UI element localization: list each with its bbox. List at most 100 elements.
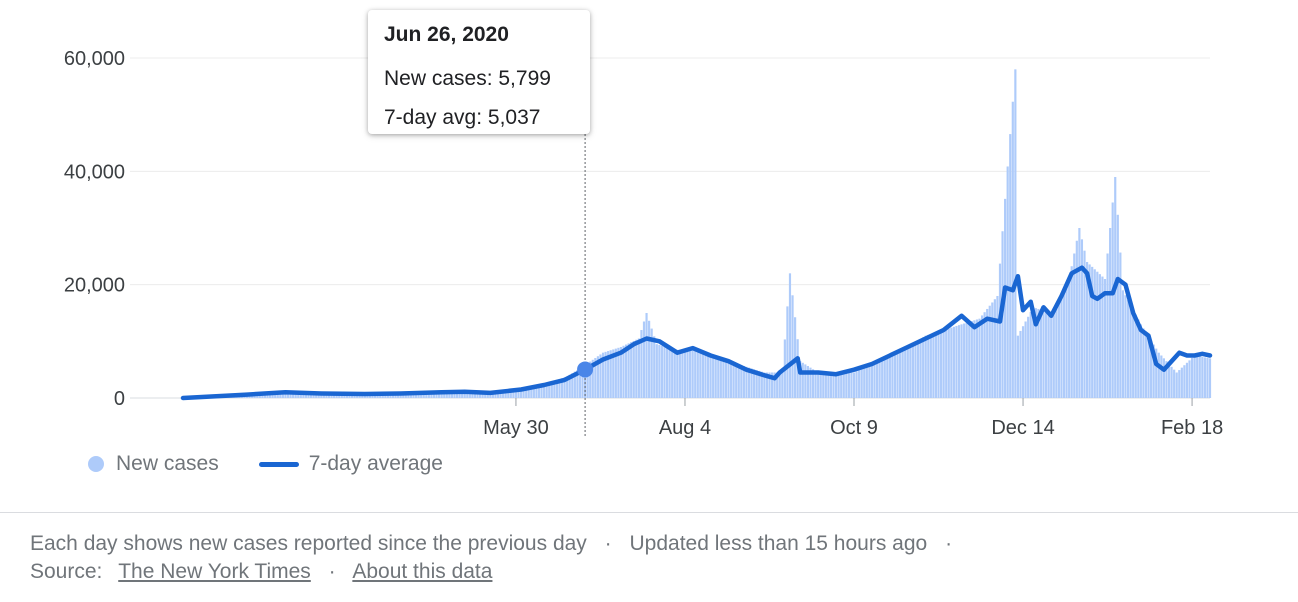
new-cases-bar [681,349,684,398]
new-cases-bar [1042,310,1045,398]
new-cases-bar [901,349,904,398]
new-cases-bar [596,356,599,398]
new-cases-bar [312,393,315,398]
new-cases-bar [289,393,292,398]
new-cases-bar [929,334,932,398]
new-cases-bar [847,372,850,398]
new-cases-bar [755,370,758,398]
new-cases-bar [1129,304,1132,398]
new-cases-bar [842,372,845,398]
new-cases-bar [1052,308,1055,398]
new-cases-bar [1088,264,1091,398]
new-cases-bar [870,364,874,398]
new-cases-bar [663,346,666,398]
new-cases-bar [1032,307,1035,398]
new-cases-bar [581,366,584,398]
new-cases-bar [642,321,646,398]
new-cases-bar [717,357,720,398]
new-cases-bar [934,332,938,398]
new-cases-bar [1155,348,1158,398]
new-cases-bar [993,299,996,398]
cases-chart[interactable]: 0 20,000 40,000 60,000 May 30 Aug 4 Oct 9 Dec … [0,0,1298,500]
new-cases-bar [788,273,792,398]
new-cases-bar [612,349,615,398]
new-cases-bar [307,393,310,398]
new-cases-bar [1085,262,1089,398]
footer-source-label: Source: [30,560,103,583]
new-cases-bar [1045,311,1048,398]
new-cases-bar [591,359,594,398]
new-cases-bar [1198,356,1201,398]
new-cases-bar [268,394,272,398]
new-cases-bar [799,361,802,398]
x-axis-ticks: May 30 Aug 4 Oct 9 Dec 14 Feb 18 [483,398,1223,439]
new-cases-bar [878,360,881,398]
new-cases-bar [650,328,653,398]
new-cases-bar [463,392,466,398]
new-cases-bar [1201,356,1204,398]
new-cases-bar [471,392,474,398]
new-cases-bar [1162,358,1165,398]
new-cases-bar [881,359,884,398]
new-cases-bar [745,366,748,398]
new-cases-bar [292,393,295,398]
source-link[interactable]: The New York Times [118,560,311,583]
about-data-link[interactable]: About this data [352,560,493,583]
new-cases-bar [558,379,561,398]
new-cases-bar [545,383,548,398]
new-cases-bar [1180,367,1183,398]
new-cases-bar [909,345,912,398]
average-legend-line [258,461,299,467]
new-cases-bar [1093,269,1096,398]
new-cases-bar [1126,300,1130,398]
new-cases-bar [1091,266,1094,398]
hover-point [577,361,594,378]
new-cases-bar [263,394,267,398]
new-cases-bar [986,308,989,398]
new-cases-bar [781,372,784,398]
new-cases-bar [683,349,687,398]
y-tick-label: 60,000 [64,48,125,70]
new-cases-bar [865,366,868,398]
new-cases-bar [601,352,605,398]
new-cases-bar [1034,308,1037,398]
new-cases-bar [922,337,925,398]
new-cases-bar [284,394,287,398]
new-cases-bar [1157,352,1160,398]
seven-day-average-line [180,265,1213,401]
new-cases-bar [543,384,546,398]
new-cases-bar [1152,344,1155,398]
new-cases-bar [960,324,963,398]
new-cases-bar [571,373,574,398]
new-cases-bar [998,263,1002,398]
new-cases-bar [1185,362,1189,398]
new-cases-bar [256,394,259,398]
new-cases-bar [1147,336,1150,398]
new-cases-bar [635,339,638,398]
chart-tooltip: Jun 26, 2020 New cases: 5,799 7-day avg:… [368,10,590,134]
new-cases-bar [476,392,479,398]
new-cases-bar [655,344,658,398]
new-cases-bar [1024,321,1027,398]
new-cases-bar [911,343,915,398]
new-cases-bar [576,369,579,398]
new-cases-bar [1121,290,1125,398]
new-cases-bar [1203,357,1206,398]
new-cases-bar [942,330,945,398]
new-cases-bar [988,305,991,398]
new-cases-bar [760,371,763,398]
new-cases-bar [696,351,699,398]
separator-dot: · [945,532,953,555]
new-cases-bar [765,372,769,398]
new-cases-bar [704,353,707,398]
new-cases-bar [1116,214,1119,398]
new-cases-bar [1175,372,1178,398]
new-cases-bar [706,354,710,398]
new-cases-bar [806,366,809,398]
new-cases-bar [468,392,471,398]
new-cases-bar [899,350,902,398]
new-cases-bar [435,391,438,398]
new-cases-legend-dot [88,456,104,472]
new-cases-bar [573,371,576,398]
new-cases-bar [737,364,740,398]
